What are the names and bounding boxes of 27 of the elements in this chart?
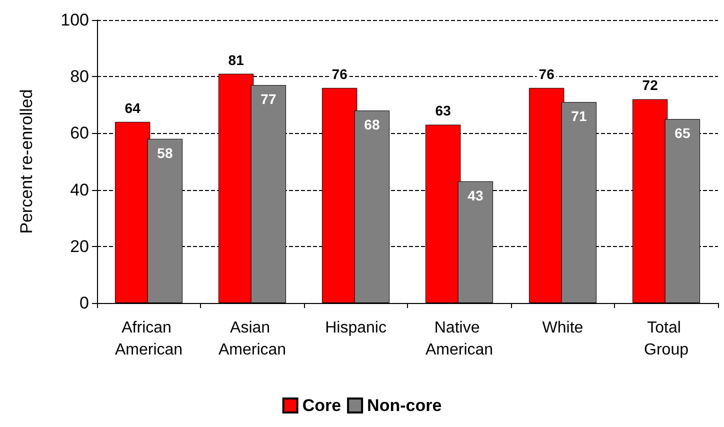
y-tick-label: 40 [70,180,89,200]
data-label: 64 [124,100,141,116]
x-tick-label: Native American [425,320,494,358]
y-axis-title: Percent re-enrolled [17,89,36,234]
data-label: 43 [468,187,484,204]
y-tick-label: 60 [70,124,89,143]
data-label: 76 [538,66,555,82]
data-label: 65 [674,125,690,142]
y-tick-label: 100 [60,10,89,30]
data-label: 77 [260,91,276,108]
data-label: 81 [228,52,244,68]
data-label: 58 [157,144,173,161]
y-tick-label: 80 [70,67,89,86]
data-label: 68 [364,116,380,133]
x-tick-label: Hispanic [325,320,386,336]
x-tick-label: White [542,320,584,336]
x-tick-label: African American [114,320,183,358]
x-tick-label: Total Group [644,320,689,358]
data-label: 72 [642,77,658,94]
x-tick-label: Asian American [218,320,286,358]
data-label: 71 [571,108,587,124]
legend-label: Non-core [367,396,442,415]
y-tick-label: 0 [80,294,89,312]
y-tick-label: 20 [70,236,89,256]
data-label: 76 [332,66,348,82]
legend-label: Core [302,396,342,415]
data-label: 63 [435,102,452,119]
